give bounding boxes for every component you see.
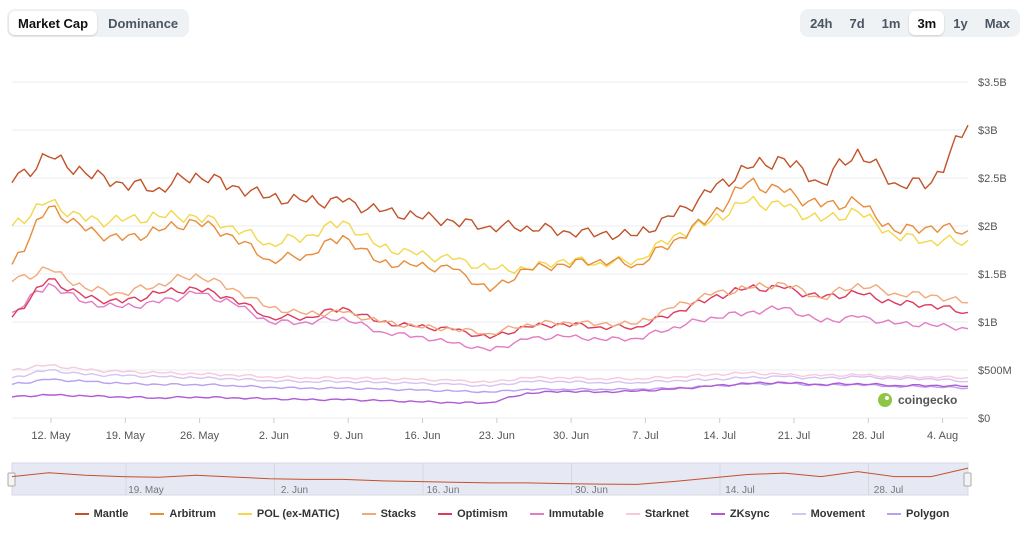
legend-label: Starknet <box>644 508 689 520</box>
legend-swatch <box>150 513 165 515</box>
navigator-labels: 19. May 2. Jun 16. Jun 30. Jun 14. Jul 28. Ju… <box>125 463 903 496</box>
y-tick-label: $3B <box>978 125 998 137</box>
gecko-icon <box>878 393 892 407</box>
y-tick-label: $2.5B <box>978 173 1007 185</box>
legend-item-pol-ex-matic-[interactable]: POL (ex-MATIC) <box>237 508 340 520</box>
legend-label: Movement <box>810 508 866 520</box>
range-7d-button[interactable]: 7d <box>841 11 872 35</box>
legend-label: Polygon <box>906 508 950 520</box>
legend-swatch <box>887 513 902 515</box>
legend-swatch <box>74 513 89 515</box>
gridlines <box>12 81 968 419</box>
series-line-stacks <box>11 266 969 336</box>
series-line-polygon <box>11 378 969 394</box>
legend-item-immutable[interactable]: Immutable <box>529 508 604 520</box>
tab-dominance[interactable]: Dominance <box>99 11 187 35</box>
navigator-left-handle[interactable] <box>7 472 16 487</box>
y-axis-labels: $0 $500M $1B $1.5B $2B $2.5B $3B $3.5B <box>978 77 1012 425</box>
legend-swatch <box>625 513 640 515</box>
legend-label: POL (ex-MATIC) <box>256 508 340 520</box>
watermark-text: coingecko <box>898 393 957 407</box>
legend-swatch <box>710 513 725 515</box>
x-tick-label: 30. Jun <box>553 430 589 442</box>
legend-item-movement[interactable]: Movement <box>791 508 866 520</box>
range-1m-button[interactable]: 1m <box>874 11 909 35</box>
x-tick-label: 7. Jul <box>632 430 658 442</box>
legend-item-arbitrum[interactable]: Arbitrum <box>150 508 216 520</box>
legend-swatch <box>791 513 806 515</box>
y-tick-label: $1.5B <box>978 269 1007 281</box>
market-cap-chart[interactable]: $0$500M$1B$1.5B$2B$2.5B$3B$3.5B 12. May 1… <box>0 0 1024 505</box>
gecko-eye-icon <box>885 396 889 400</box>
metric-toggle: Market Cap Dominance <box>7 9 190 37</box>
coingecko-logo: coingecko <box>878 393 957 407</box>
range-3m-button[interactable]: 3m <box>909 11 945 35</box>
legend-label: Optimism <box>457 508 508 520</box>
legend-label: Arbitrum <box>169 508 216 520</box>
legend: Mantle Arbitrum POL (ex-MATIC) Stacks Optimi… <box>0 508 1024 520</box>
navigator-tick-label: 16. Jun <box>427 485 460 496</box>
y-tick-label: $3.5B <box>978 77 1007 89</box>
x-tick-label: 26. May <box>180 430 220 442</box>
y-tick-label: $500M <box>978 365 1012 377</box>
navigator-right-handle[interactable] <box>963 472 972 487</box>
x-tick-label: 4. Aug <box>927 430 958 442</box>
x-axis-labels: 12. May 19. May 26. May 2. Jun 9. Jun 16. Jun… <box>31 418 958 442</box>
navigator-tick-label: 14. Jul <box>725 485 754 496</box>
x-tick-label: 14. Jul <box>703 430 735 442</box>
series-line-movement <box>11 369 969 387</box>
x-tick-label: 21. Jul <box>778 430 810 442</box>
y-tick-label: $2B <box>978 221 998 233</box>
legend-item-optimism[interactable]: Optimism <box>438 508 508 520</box>
x-tick-label: 12. May <box>31 430 71 442</box>
legend-label: Stacks <box>380 508 417 520</box>
legend-item-stacks[interactable]: Stacks <box>361 508 417 520</box>
series-line-starknet <box>11 364 969 384</box>
legend-item-polygon[interactable]: Polygon <box>887 508 949 520</box>
series-line-mantle <box>11 124 969 241</box>
legend-swatch <box>438 513 453 515</box>
x-tick-label: 28. Jul <box>852 430 884 442</box>
legend-item-zksync[interactable]: ZKsync <box>710 508 770 520</box>
x-tick-label: 2. Jun <box>259 430 289 442</box>
series-line-pol-ex-matic- <box>11 195 969 274</box>
legend-label: Immutable <box>548 508 604 520</box>
series-lines <box>11 124 969 405</box>
x-tick-label: 9. Jun <box>333 430 363 442</box>
range-max-button[interactable]: Max <box>977 11 1018 35</box>
navigator-tick-label: 19. May <box>128 485 164 496</box>
series-line-immutable <box>11 282 969 352</box>
legend-label: ZKsync <box>729 508 770 520</box>
series-line-optimism <box>11 278 969 339</box>
legend-swatch <box>529 513 544 515</box>
navigator-series-line <box>11 467 969 485</box>
navigator-tick-label: 28. Jul <box>874 485 903 496</box>
legend-label: Mantle <box>93 508 129 520</box>
navigator-window[interactable] <box>11 462 969 496</box>
navigator-tick-label: 2. Jun <box>281 485 308 496</box>
range-24h-button[interactable]: 24h <box>802 11 840 35</box>
navigator-tick-label: 30. Jun <box>575 485 608 496</box>
series-line-zksync <box>11 381 969 405</box>
range-1y-button[interactable]: 1y <box>945 11 975 35</box>
y-tick-label: $0 <box>978 413 990 425</box>
y-tick-label: $1B <box>978 317 998 329</box>
series-line-arbitrum <box>11 177 969 292</box>
time-range-selector: 24h 7d 1m 3m 1y Max <box>800 9 1020 37</box>
x-tick-label: 19. May <box>106 430 146 442</box>
range-navigator[interactable]: 19. May 2. Jun 16. Jun 30. Jun 14. Jul 28. Ju… <box>7 462 972 496</box>
x-tick-label: 23. Jun <box>479 430 515 442</box>
legend-swatch <box>361 513 376 515</box>
x-tick-label: 16. Jun <box>404 430 440 442</box>
tab-market-cap[interactable]: Market Cap <box>9 11 98 35</box>
legend-item-starknet[interactable]: Starknet <box>625 508 689 520</box>
legend-item-mantle[interactable]: Mantle <box>74 508 129 520</box>
legend-swatch <box>237 513 252 515</box>
